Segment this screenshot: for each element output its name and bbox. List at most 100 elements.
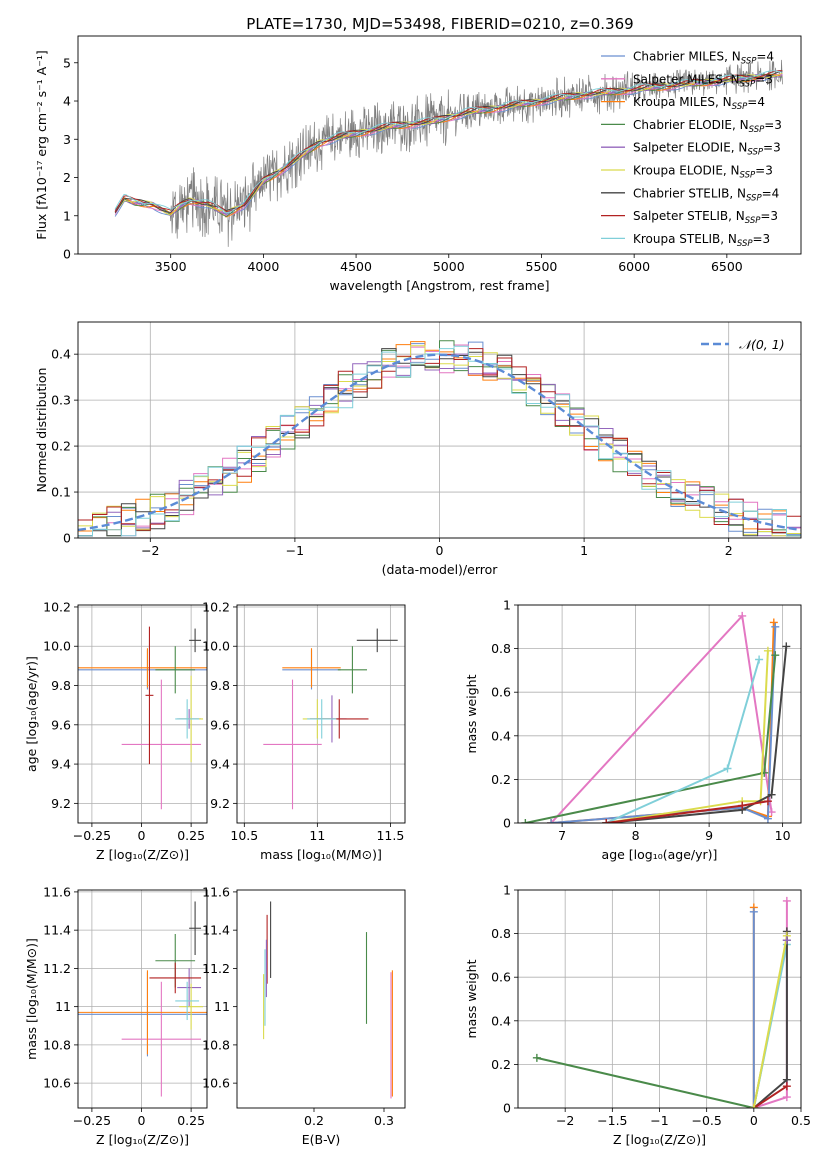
y-tick-label: 10.2 xyxy=(202,599,230,614)
y-tick-label: 9.4 xyxy=(51,757,71,772)
point-marker-salpeter_elodie xyxy=(782,936,791,945)
point-marker-salpeter_stelib xyxy=(763,797,772,806)
series-salpeter_stelib xyxy=(602,797,772,823)
y-tick-label: 3 xyxy=(63,132,71,147)
panel-mass_vs_Z: −0.25 0 0.25 10.6 10.8 11 11.2 11.4 11.6 Z [log₁₀… xyxy=(24,884,208,1147)
y-tick-label: 10.8 xyxy=(43,1037,71,1052)
x-tick-label: 3500 xyxy=(155,259,187,274)
panel-spectrum: 3500 4000 4500 5000 5500 6000 6500 0 1 2 3 4 5 wavele… xyxy=(34,35,802,293)
y-tick-label: 0.6 xyxy=(491,970,511,985)
histogram-kroupa_stelib xyxy=(78,345,801,537)
errorbar-kroupa_elodie xyxy=(179,983,204,1030)
plot-area xyxy=(263,901,393,1099)
x-tick-label: 0.2 xyxy=(304,1113,324,1128)
point-marker-kroupa_stelib xyxy=(755,655,764,664)
y-tick-label: 10.2 xyxy=(43,599,71,614)
legend-subscript: SSP xyxy=(749,125,765,135)
y-tick-label: 0.6 xyxy=(491,685,511,700)
x-tick-label: 4500 xyxy=(340,259,372,274)
x-tick-label: 5000 xyxy=(433,259,465,274)
point-marker-chabrier_elodie xyxy=(771,651,780,660)
legend-label-chabrier_elodie: Chabrier ELODIE, NSSP=3 xyxy=(633,118,782,135)
point-marker-chabrier_elodie xyxy=(521,819,530,823)
legend-label-gaussian: 𝒩(0, 1) xyxy=(739,337,785,352)
point-marker-chabrier_miles xyxy=(763,814,772,823)
x-tick-label: 1 xyxy=(580,543,588,558)
panel-age_vs_Z: −0.25 0 0.25 9.2 9.4 9.6 9.8 10.0 10.2 Z [log₁₀(Z… xyxy=(24,599,208,862)
x-axis-label: Z [log₁₀(Z/Z⊙)] xyxy=(613,1132,706,1147)
legend-subscript: SSP xyxy=(732,102,748,112)
y-tick-label: 9.6 xyxy=(210,717,230,732)
point-marker-salpeter_stelib xyxy=(602,819,611,823)
legend-label-kroupa_miles: Kroupa MILES, NSSP=4 xyxy=(633,95,765,112)
legend: Chabrier MILES, NSSP=4 Salpeter MILES, NS… xyxy=(601,50,782,249)
legend-label-chabrier_stelib: Chabrier STELIB, NSSP=4 xyxy=(633,186,779,203)
plot-area xyxy=(532,896,791,1108)
series-line-kroupa_elodie xyxy=(606,650,769,823)
y-tick-label: 9.4 xyxy=(210,757,230,772)
legend-label-salpeter_elodie: Salpeter ELODIE, NSSP=3 xyxy=(633,141,781,158)
x-tick-label: 0 xyxy=(750,1113,758,1128)
point-marker-salpeter_miles xyxy=(782,896,791,905)
y-tick-label: 11 xyxy=(55,999,71,1014)
x-axis-label: wavelength [Angstrom, rest frame] xyxy=(329,278,549,293)
x-tick-label: 11 xyxy=(309,828,325,843)
legend-subscript: SSP xyxy=(740,79,756,89)
y-tick-label: 0.2 xyxy=(51,439,71,454)
series-chabrier_miles xyxy=(749,907,758,1108)
errorbar-kroupa_stelib xyxy=(307,699,337,739)
axes-frame xyxy=(77,321,802,539)
legend-subscript: SSP xyxy=(741,57,757,67)
y-tick-label: 5 xyxy=(63,55,71,70)
errorbar-salpeter_miles xyxy=(121,679,202,810)
axes-frame xyxy=(77,604,208,824)
y-tick-label: 0.2 xyxy=(491,1057,511,1072)
y-tick-label: 0.2 xyxy=(491,772,511,787)
y-tick-label: 0 xyxy=(503,816,511,831)
x-axis-label: Z [log₁₀(Z/Z⊙)] xyxy=(96,847,189,862)
y-tick-label: 9.2 xyxy=(51,796,71,811)
y-tick-label: 0.4 xyxy=(491,1013,511,1028)
x-tick-label: 11.5 xyxy=(376,828,404,843)
plot-area xyxy=(114,59,783,247)
y-tick-label: 0 xyxy=(63,531,71,546)
y-tick-label: 11.2 xyxy=(202,961,230,976)
series-line-kroupa_stelib xyxy=(605,659,761,823)
y-axis-label: Flux [fλ10⁻¹⁷ erg cm⁻² s⁻¹ A⁻¹] xyxy=(34,50,49,239)
series-line-chabrier_elodie xyxy=(525,655,777,823)
point-marker-chabrier_elodie xyxy=(532,1053,541,1062)
errorbar-chabrier_elodie xyxy=(155,646,196,694)
x-tick-label: 4000 xyxy=(247,259,279,274)
x-tick-label: −1 xyxy=(650,1113,668,1128)
y-tick-label: 9.6 xyxy=(51,717,71,732)
legend-count: =3 xyxy=(763,141,781,155)
legend-label-chabrier_miles: Chabrier MILES, NSSP=4 xyxy=(633,50,774,67)
y-axis-label: mass weight xyxy=(464,959,479,1038)
figure-title: PLATE=1730, MJD=53498, FIBERID=0210, z=0… xyxy=(246,15,633,33)
series-line-salpeter_stelib xyxy=(753,1085,788,1108)
point-marker-salpeter_miles xyxy=(738,611,747,620)
y-tick-label: 1 xyxy=(503,883,511,898)
point-marker-chabrier_stelib xyxy=(767,790,776,799)
y-tick-label: 4 xyxy=(63,94,71,109)
point-marker-kroupa_stelib xyxy=(723,764,732,773)
axes-frame xyxy=(77,35,802,255)
spectrum-data-line xyxy=(114,59,783,247)
x-tick-label: 9 xyxy=(705,828,713,843)
y-tick-label: 0.3 xyxy=(51,393,71,408)
gaussian-curve xyxy=(78,353,801,532)
spectrum-model-salpeter_miles xyxy=(114,73,783,217)
y-tick-label: 11.2 xyxy=(43,961,71,976)
axes-frame xyxy=(517,604,802,824)
legend-count: =4 xyxy=(762,186,780,200)
legend-count: =3 xyxy=(760,209,778,223)
y-tick-label: 10.0 xyxy=(43,639,71,654)
y-tick-label: 11.6 xyxy=(202,884,230,899)
series-line-kroupa_elodie xyxy=(752,935,788,1108)
plot-area xyxy=(78,901,207,1097)
legend-label-kroupa_elodie: Kroupa ELODIE, NSSP=3 xyxy=(633,164,773,181)
y-tick-label: 1 xyxy=(503,598,511,613)
x-tick-label: 7 xyxy=(558,828,566,843)
x-tick-label: −2 xyxy=(556,1113,574,1128)
panel-mass_weight_vs_Z: −2 −1.5 −1 −0.5 0 0.5 0 0.2 0.4 0.6 0.8 1 Z [log₁₀(Z… xyxy=(464,883,811,1148)
